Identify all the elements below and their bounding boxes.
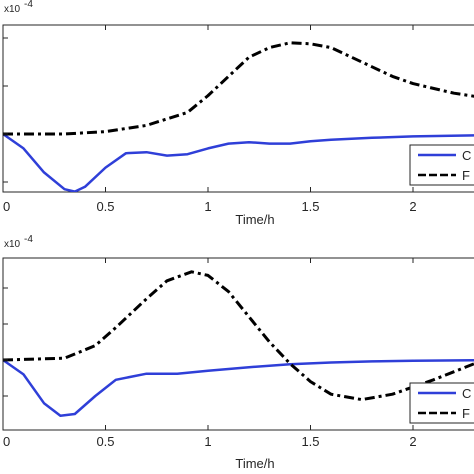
bottom-series-f-line [3, 270, 474, 402]
top-plot-frame [2, 24, 474, 193]
bottom-y-exponent-power: -4 [24, 234, 33, 245]
top-x-axis-label: Time/h [235, 212, 274, 227]
top-x-tick-label: 1.5 [301, 199, 319, 214]
top-y-exponent-power: -4 [24, 0, 33, 10]
top-chart: x10 -4 00.511.522.533.544.5 Time/h C F [2, 0, 474, 227]
top-x-tick-label: 0.5 [96, 199, 114, 214]
top-legend-box [409, 144, 474, 186]
bottom-plot-frame [2, 257, 474, 431]
bottom-y-exponent: x10 [4, 239, 21, 250]
bottom-x-axis-label: Time/h [235, 456, 274, 471]
top-series-f-line [3, 41, 474, 136]
bottom-x-ticks: 00.511.522.533.544.5 [2, 258, 417, 449]
bottom-x-tick-label: 0.5 [96, 434, 114, 449]
top-legend: C F [409, 144, 474, 186]
bottom-x-tick-label: 0 [3, 434, 10, 449]
top-legend-label-c: C [462, 148, 471, 163]
top-legend-label-f: F [462, 168, 470, 183]
top-x-tick-label: 1 [204, 199, 211, 214]
top-series-c-line [3, 132, 474, 192]
bottom-legend-label-c: C [462, 386, 471, 401]
top-x-tick-label: 0 [3, 199, 10, 214]
bottom-legend-box [409, 382, 474, 424]
bottom-legend-label-f: F [462, 406, 470, 421]
bottom-x-tick-label: 1.5 [301, 434, 319, 449]
top-x-tick-label: 2 [409, 199, 416, 214]
bottom-legend: C F [409, 382, 474, 424]
bottom-chart: x10 -4 00.511.522.533.544.5 Time/h C F [2, 234, 474, 471]
bottom-x-tick-label: 1 [204, 434, 211, 449]
bottom-series-c-line [3, 358, 474, 418]
top-y-exponent: x10 [4, 4, 21, 15]
top-x-ticks: 00.511.522.533.544.5 [2, 25, 417, 214]
bottom-x-tick-label: 2 [409, 434, 416, 449]
